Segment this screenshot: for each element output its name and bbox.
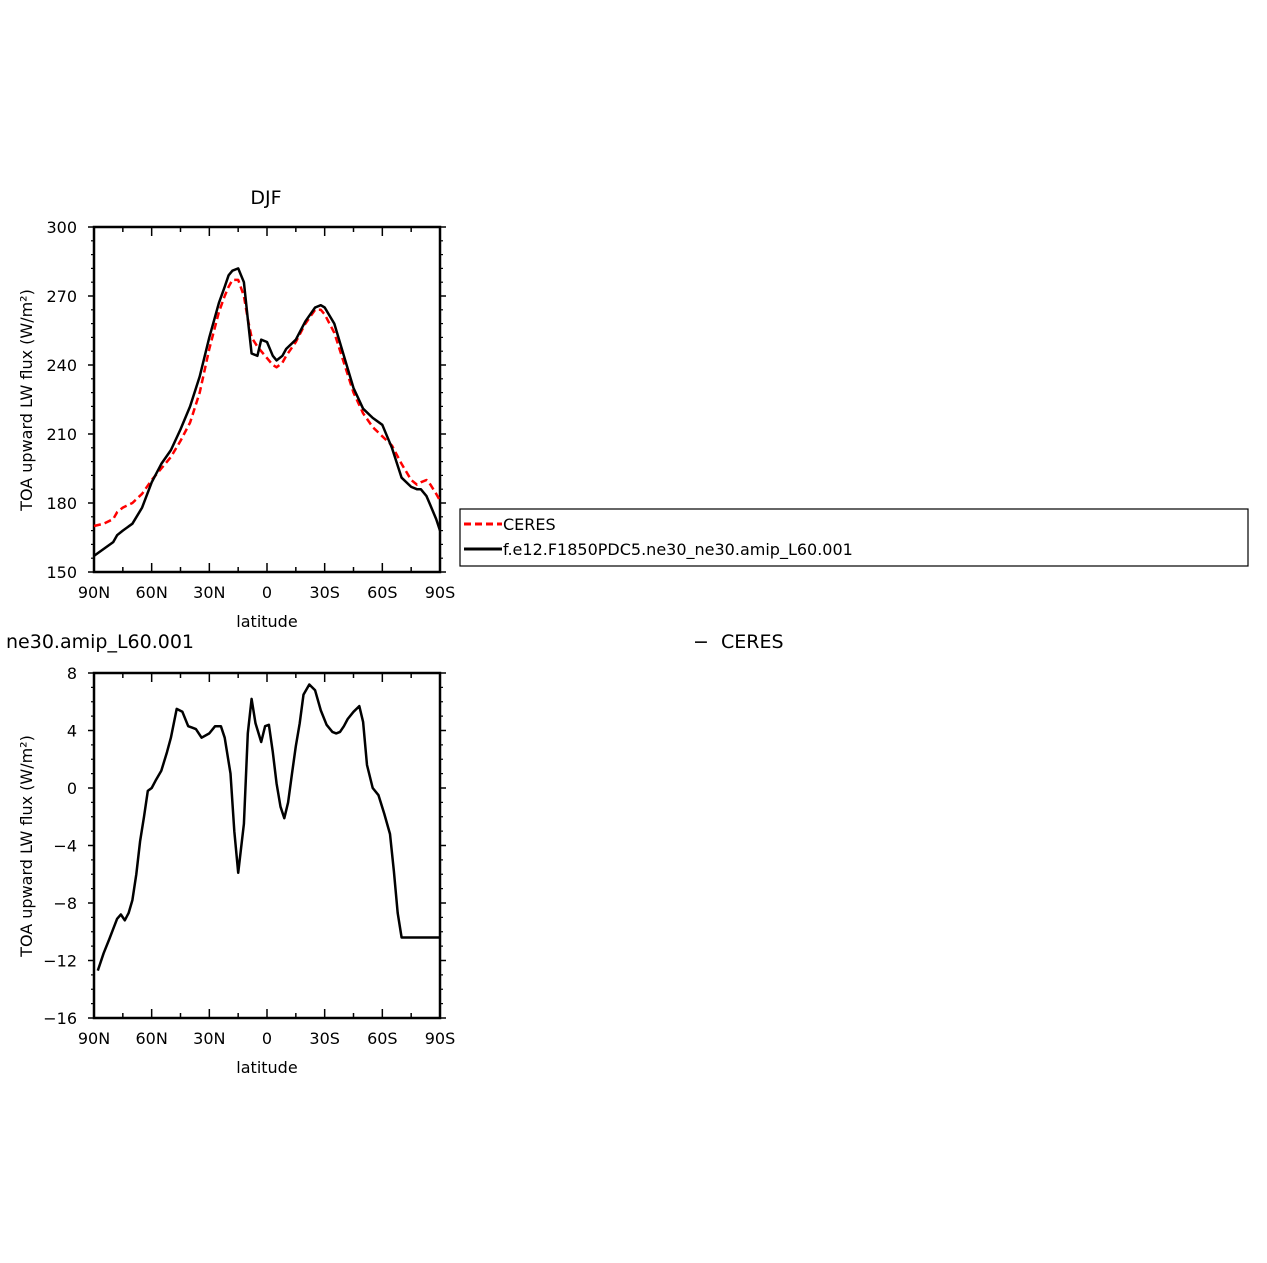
- y-axis-label: TOA upward LW flux (W/m²): [17, 735, 36, 958]
- y-tick-label: 240: [46, 356, 77, 375]
- x-tick-label: 60N: [136, 1029, 168, 1048]
- y-tick-label: 210: [46, 425, 77, 444]
- x-tick-label: 90N: [78, 583, 110, 602]
- series-line-0: [96, 683, 440, 971]
- panel-title-right: − CERES: [693, 631, 784, 653]
- series-line-1: [93, 267, 442, 557]
- y-tick-label: −4: [53, 837, 77, 856]
- y-tick-label: 300: [46, 218, 77, 237]
- y-tick-labels: 150 180 210 240 270 300: [46, 218, 77, 582]
- y-tick-label: 270: [46, 287, 77, 306]
- x-tick-label: 0: [262, 583, 272, 602]
- panel-title: DJF: [250, 187, 281, 209]
- y-tick-label: 8: [67, 664, 77, 683]
- y-tick-labels: −16 −12 −8 −4 0 4 8: [43, 664, 77, 1028]
- y-tick-label: 0: [67, 779, 77, 798]
- x-tick-label: 60S: [367, 583, 398, 602]
- x-tick-label: 90N: [78, 1029, 110, 1048]
- x-tick-labels: 90N 60N 30N 0 30S 60S 90S: [78, 1029, 455, 1048]
- series-lines: [93, 267, 442, 557]
- series-lines: [96, 683, 440, 971]
- panel-title-left: ne30.amip_L60.001: [6, 631, 194, 653]
- y-tick-label: 4: [67, 722, 77, 741]
- tick-marks: [88, 226, 446, 573]
- y-tick-label: 180: [46, 494, 77, 513]
- x-tick-labels: 90N 60N 30N 0 30S 60S 90S: [78, 583, 455, 602]
- x-tick-label: 30N: [193, 1029, 225, 1048]
- legend-box: [459, 508, 1249, 567]
- x-tick-label: 90S: [425, 1029, 456, 1048]
- y-tick-label: −8: [53, 894, 77, 913]
- y-tick-label: −16: [43, 1009, 77, 1028]
- x-tick-label: 60S: [367, 1029, 398, 1048]
- x-tick-label: 30S: [309, 1029, 340, 1048]
- legend-label-ceres: CERES: [503, 515, 556, 534]
- legend-label-model: f.e12.F1850PDC5.ne30_ne30.amip_L60.001: [503, 540, 853, 560]
- series-line-0: [93, 278, 442, 528]
- x-tick-label: 0: [262, 1029, 272, 1048]
- x-axis-label: latitude: [236, 1058, 297, 1077]
- y-tick-label: −12: [43, 952, 77, 971]
- panel-difference: ne30.amip_L60.001 − CERES −16−12−8−4048 …: [6, 631, 784, 1077]
- x-tick-label: 90S: [425, 583, 456, 602]
- plot-frame: [92, 225, 442, 574]
- tick-marks: [88, 672, 446, 1019]
- y-tick-label: 150: [46, 563, 77, 582]
- y-axis-label: TOA upward LW flux (W/m²): [17, 289, 36, 512]
- x-tick-label: 30N: [193, 583, 225, 602]
- legend: CERES f.e12.F1850PDC5.ne30_ne30.amip_L60…: [459, 508, 1249, 567]
- x-tick-label: 30S: [309, 583, 340, 602]
- x-axis-label: latitude: [236, 612, 297, 631]
- x-tick-label: 60N: [136, 583, 168, 602]
